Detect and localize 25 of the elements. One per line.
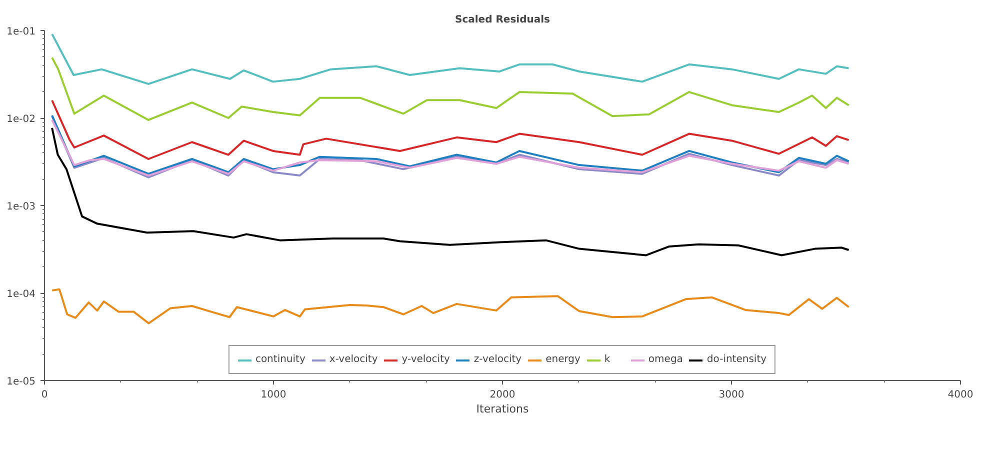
line-series <box>51 56 850 121</box>
legend-label: omega <box>648 354 683 365</box>
line-series <box>51 33 850 85</box>
y-tick-label: 1e-04 <box>6 289 36 300</box>
x-axis-title: Iterations <box>476 402 529 416</box>
legend-label: k <box>604 354 612 365</box>
x-tick-label: 1000 <box>260 390 286 400</box>
legend-label: continuity <box>255 354 306 365</box>
y-tick-label: 1e-01 <box>6 26 36 38</box>
line-series <box>51 288 850 324</box>
x-tick-label: 4000 <box>948 390 974 400</box>
legend-label: energy <box>546 354 580 365</box>
y-tick-label: 1e-02 <box>6 114 36 125</box>
line-series <box>51 126 850 256</box>
chart-title: Scaled Residuals <box>455 14 550 26</box>
legend-label: do-intensity <box>706 354 767 365</box>
x-tick-label: 0 <box>41 390 48 400</box>
y-tick-label: 1e-05 <box>6 376 36 388</box>
line-series <box>51 99 850 160</box>
legend-label: y-velocity <box>402 354 450 365</box>
y-tick-label: 1e-03 <box>6 202 36 212</box>
x-tick-label: 2000 <box>490 390 516 400</box>
legend-label: x-velocity <box>329 354 378 365</box>
legend-label: z-velocity <box>474 354 522 365</box>
x-tick-label: 3000 <box>718 390 744 400</box>
